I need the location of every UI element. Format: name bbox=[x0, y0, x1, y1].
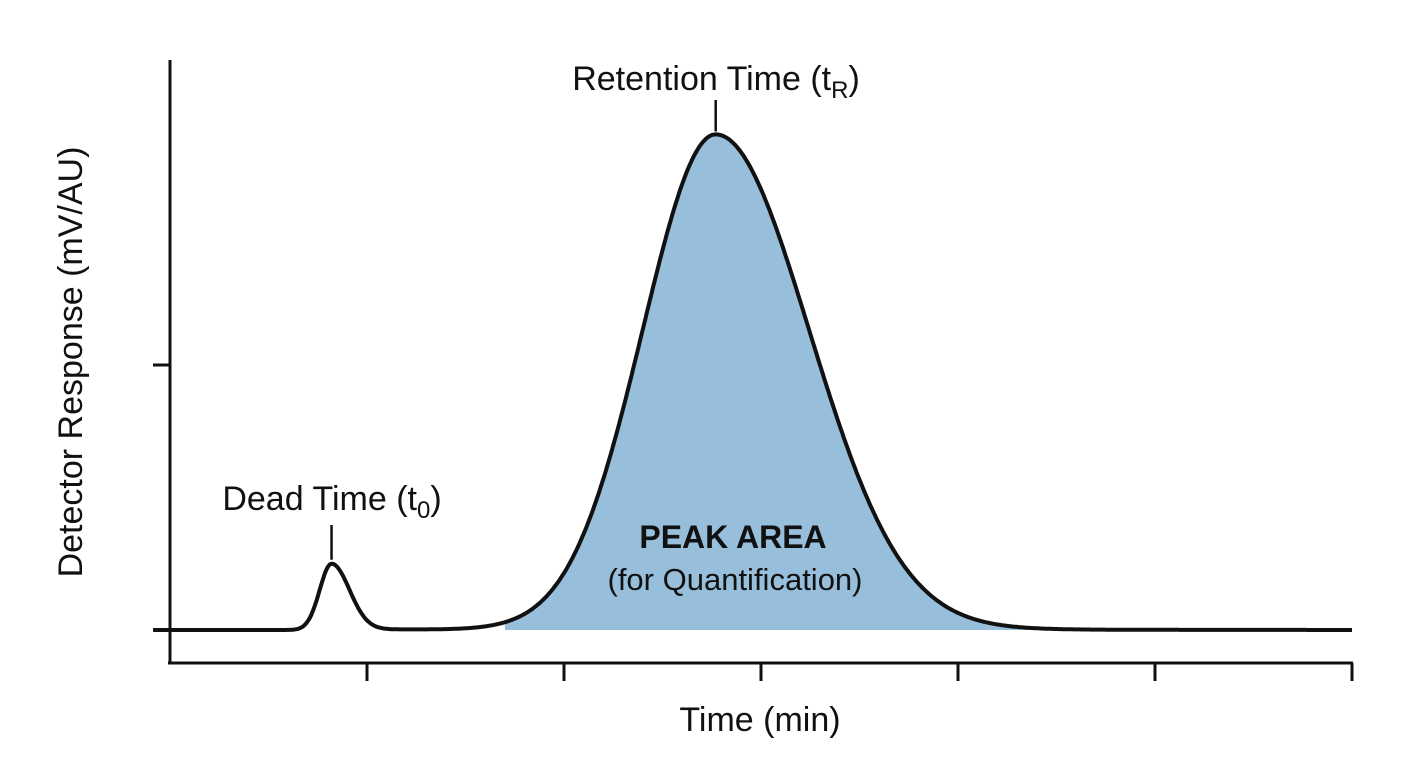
retention-time-label: Retention Time (tR) bbox=[572, 60, 860, 104]
peak-area-title: PEAK AREA bbox=[639, 519, 826, 555]
peak-area-subtitle: (for Quantification) bbox=[608, 562, 863, 597]
peak-area-fill bbox=[504, 134, 1047, 630]
x-axis-label: Time (min) bbox=[679, 701, 840, 739]
chromatogram-trace bbox=[152, 132, 1353, 632]
y-axis-label: Detector Response (mV/AU) bbox=[52, 147, 90, 578]
dead-time-label: Dead Time (t0) bbox=[222, 480, 441, 524]
